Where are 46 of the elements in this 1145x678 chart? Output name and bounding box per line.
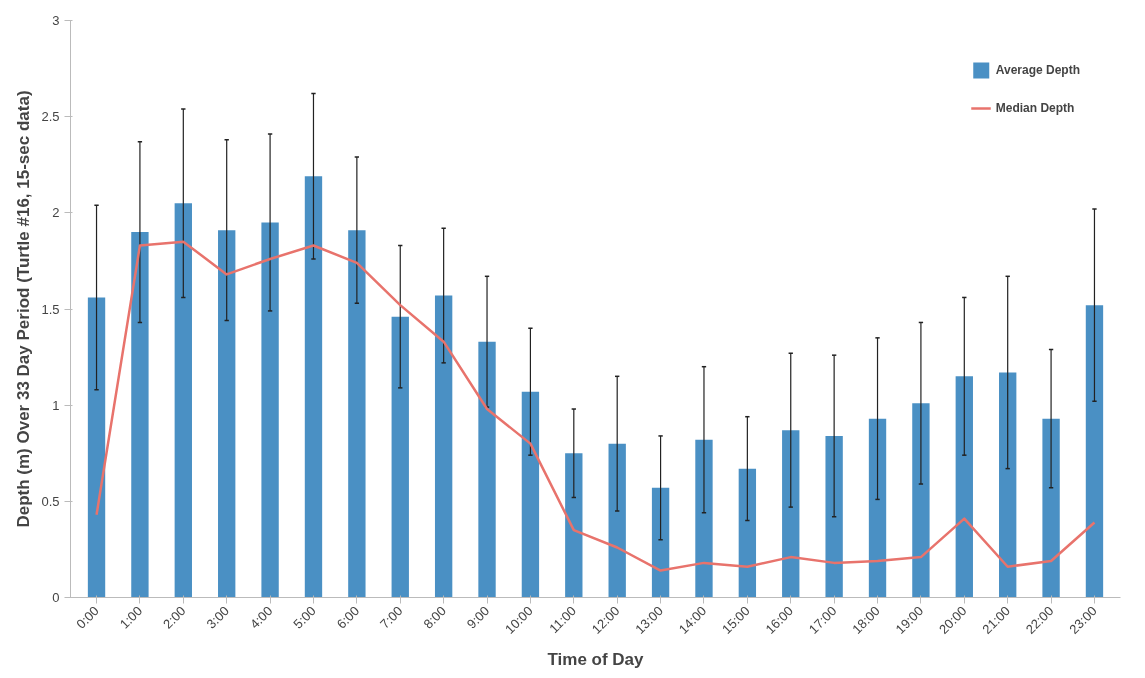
x-tick-label: 7:00	[377, 603, 406, 632]
bar	[1042, 418, 1060, 598]
bar	[825, 435, 843, 598]
bar	[304, 176, 323, 598]
y-axis-title: Depth (m) Over 33 Day Period (Turtle #16, 15-sec data)	[14, 90, 34, 528]
bar	[782, 430, 800, 598]
bar	[261, 222, 279, 598]
bar	[348, 230, 366, 598]
bar	[695, 439, 713, 598]
bar	[87, 297, 106, 598]
y-tick-label: 0.5	[41, 493, 60, 509]
bar	[955, 376, 973, 598]
x-tick-label: 0:00	[73, 603, 102, 632]
bar	[651, 487, 670, 598]
y-tick-label: 3	[52, 13, 60, 28]
bar	[738, 468, 757, 598]
x-tick-label: 4:00	[246, 603, 276, 632]
y-tick-label: 2	[52, 205, 60, 221]
y-tick-label: 0	[52, 590, 60, 605]
x-tick-label: 2:00	[160, 603, 189, 632]
x-tick-label: 6:00	[333, 603, 363, 632]
bar	[608, 443, 626, 598]
bar	[565, 453, 583, 598]
legend-label: Average Depth	[995, 63, 1080, 77]
bar	[868, 418, 887, 598]
x-tick-label: 3:00	[203, 603, 233, 632]
bar	[131, 232, 149, 598]
bar	[912, 403, 930, 598]
bar	[434, 295, 453, 598]
legend-label: Median Depth	[995, 101, 1075, 115]
y-tick-label: 2.5	[41, 109, 60, 125]
x-tick-label: 8:00	[420, 603, 449, 632]
x-axis-title: Time of Day	[547, 650, 645, 670]
bar	[999, 372, 1017, 598]
bar	[174, 203, 192, 598]
bar	[218, 230, 236, 598]
bar	[521, 391, 540, 598]
bar	[478, 341, 496, 598]
line-series	[95, 240, 1096, 572]
y-tick-label: 1.5	[41, 301, 60, 317]
x-tick-label: 9:00	[463, 603, 493, 632]
bar	[1085, 305, 1104, 598]
y-tick-label: 1	[52, 397, 60, 413]
x-tick-label: 1:00	[116, 603, 146, 632]
bar	[391, 316, 409, 598]
x-tick-label: 5:00	[290, 603, 319, 632]
